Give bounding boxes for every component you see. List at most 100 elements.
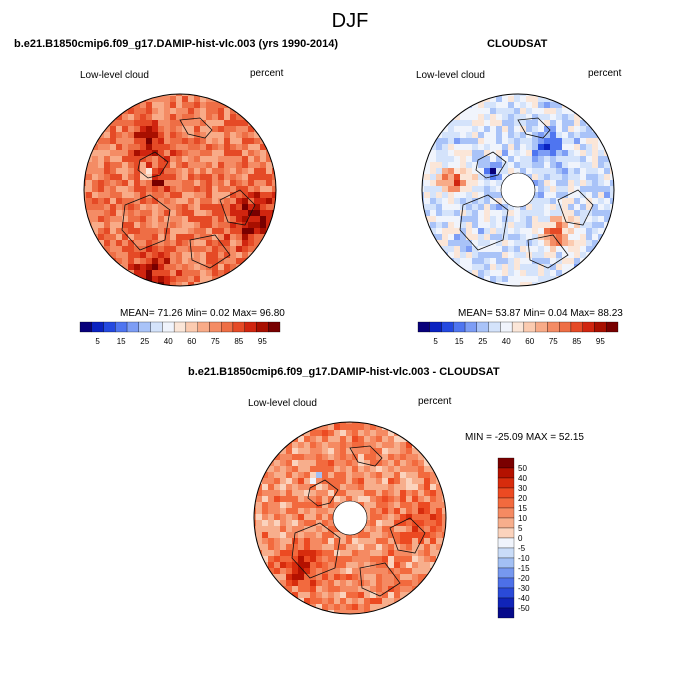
colorbar-tick-label: 15 — [518, 504, 527, 513]
colorbar-swatch — [150, 321, 163, 333]
colorbar-tick-label: 75 — [211, 337, 220, 346]
coastline-0 — [475, 151, 507, 179]
panel-diff-field-label: Low-level cloud — [248, 398, 317, 409]
colorbar-tick-label: 50 — [518, 464, 527, 473]
colorbar-swatch — [497, 537, 515, 549]
coastline-4 — [527, 234, 569, 269]
colorbar-tick-label: -40 — [518, 594, 530, 603]
colorbar-swatch — [582, 321, 595, 333]
panel-model-map — [83, 93, 277, 287]
colorbar-swatch — [79, 321, 92, 333]
colorbar-tick-label: 95 — [596, 337, 605, 346]
colorbar-swatch — [511, 321, 525, 333]
colorbar-swatch — [523, 321, 536, 333]
colorbar-swatch — [429, 321, 442, 333]
colorbar-swatch — [497, 517, 515, 529]
colorbar-swatch — [559, 321, 572, 333]
colorbar-tick-label: 5 — [95, 337, 100, 346]
colorbar-swatch — [453, 321, 466, 333]
colorbar-swatch — [268, 321, 281, 333]
colorbar-swatch — [126, 321, 139, 333]
colorbar-tick-label: -30 — [518, 584, 530, 593]
colorbar-swatch — [497, 477, 515, 489]
panel-diff-stats: MIN = -25.09 MAX = 52.15 — [465, 432, 584, 443]
panel-model-title: b.e21.B1850cmip6.f09_g17.DAMIP-hist-vlc.… — [14, 38, 339, 50]
map-border — [83, 93, 277, 287]
figure-title: DJF — [331, 10, 369, 32]
colorbar-swatch — [606, 321, 619, 333]
colorbar-swatch — [221, 321, 234, 333]
colorbar-tick-label: 10 — [518, 514, 527, 523]
colorbar-tick-label: 20 — [518, 494, 527, 503]
coastline-1 — [517, 117, 551, 139]
coastline-4 — [189, 234, 231, 269]
colorbar-tick-label: 30 — [518, 484, 527, 493]
coastline-2 — [557, 189, 594, 226]
colorbar-swatch — [497, 527, 515, 539]
colorbar-tick-label: -5 — [518, 544, 526, 553]
coastline-1 — [179, 117, 213, 139]
colorbar-tick-label: 15 — [117, 337, 126, 346]
colorbar-swatch — [488, 321, 501, 333]
colorbar-tick-label: -50 — [518, 604, 530, 613]
colorbar-swatch — [570, 321, 583, 333]
colorbar-swatch — [497, 547, 515, 559]
colorbar-tick-label: 75 — [549, 337, 558, 346]
panel-model-units-label: percent — [250, 68, 284, 79]
colorbar-swatch — [464, 321, 477, 333]
colorbar-tick-label: 85 — [572, 337, 581, 346]
colorbar-swatch — [244, 321, 257, 333]
colorbar-tick-label: 40 — [164, 337, 173, 346]
colorbar-swatch — [497, 497, 515, 509]
colorbar-tick-label: -15 — [518, 564, 530, 573]
colorbar-swatch — [594, 321, 607, 333]
field-layer — [84, 94, 276, 286]
colorbar-tick-label: 60 — [187, 337, 196, 346]
coastline-3 — [291, 522, 341, 579]
coastline-2 — [389, 517, 426, 554]
colorbar-tick-label: 5 — [433, 337, 438, 346]
coastline-0 — [307, 479, 339, 507]
panel-diff-units-label: percent — [418, 396, 452, 407]
colorbar-swatch — [535, 321, 548, 333]
colorbar-swatch — [185, 321, 198, 333]
panel-obs-field-label: Low-level cloud — [416, 70, 485, 81]
colorbar-tick-label: 0 — [518, 534, 523, 543]
coastline-2 — [219, 189, 256, 226]
colorbar-tick-label: -10 — [518, 554, 530, 563]
panel-obs-colorbar: 5 15 25 40 60 75 85 95 — [417, 321, 619, 346]
coastline-3 — [459, 194, 509, 251]
colorbar-swatch — [497, 567, 515, 579]
map-border — [421, 93, 615, 287]
coastline-1 — [349, 445, 383, 467]
colorbar-swatch — [497, 487, 515, 499]
colorbar-swatch — [138, 321, 151, 333]
colorbar-swatch — [197, 321, 210, 333]
panel-obs-units-label: percent — [588, 68, 622, 79]
colorbar-swatch — [441, 321, 454, 333]
colorbar-swatch — [103, 321, 116, 333]
panel-model-stats: MEAN= 71.26 Min= 0.02 Max= 96.80 — [120, 308, 285, 319]
map-border — [253, 421, 447, 615]
colorbar-swatch — [209, 321, 222, 333]
colorbar-tick-label: 60 — [525, 337, 534, 346]
coastline-0 — [137, 151, 169, 179]
colorbar-tick-label: 5 — [518, 524, 523, 533]
colorbar-swatch — [547, 321, 560, 333]
colorbar-tick-label: -20 — [518, 574, 530, 583]
colorbar-swatch — [497, 557, 515, 569]
colorbar-tick-label: 95 — [258, 337, 267, 346]
pole-data-gap — [500, 172, 536, 208]
field-layer — [422, 94, 614, 286]
colorbar-swatch — [497, 457, 515, 469]
colorbar-tick-label: 15 — [455, 337, 464, 346]
coastline-4 — [359, 562, 401, 597]
colorbar-tick-label: 40 — [502, 337, 511, 346]
panel-diff-map — [253, 421, 447, 615]
colorbar-tick-label: 25 — [478, 337, 487, 346]
colorbar-swatch — [497, 587, 515, 599]
panel-diff-title: b.e21.B1850cmip6.f09_g17.DAMIP-hist-vlc.… — [188, 366, 500, 378]
panel-obs-map — [421, 93, 615, 287]
colorbar-swatch — [232, 321, 245, 333]
